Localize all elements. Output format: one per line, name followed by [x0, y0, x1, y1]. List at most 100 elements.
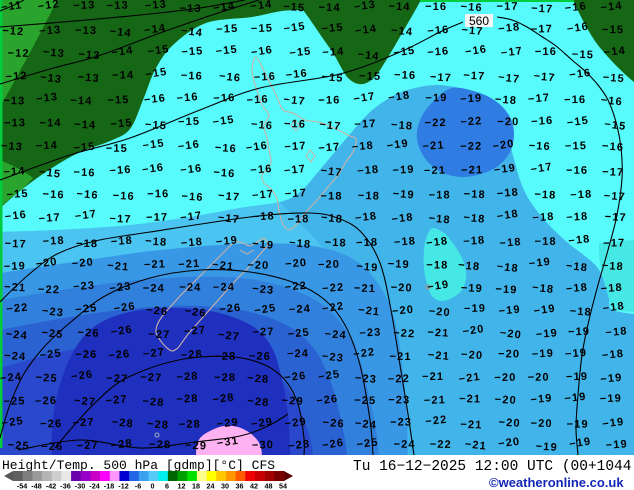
svg-text:−24: −24	[143, 283, 165, 295]
svg-text:−13: −13	[106, 0, 129, 12]
svg-text:−28: −28	[214, 351, 236, 363]
svg-text:−18: −18	[534, 189, 557, 202]
svg-text:−18: −18	[289, 237, 312, 251]
svg-text:−14: −14	[180, 25, 203, 40]
svg-text:−17: −17	[283, 163, 306, 177]
svg-text:−14: −14	[109, 26, 132, 40]
svg-text:−28: −28	[288, 438, 311, 453]
svg-text:−16: −16	[245, 140, 269, 155]
svg-text:−18: −18	[601, 348, 624, 362]
svg-text:−17: −17	[217, 212, 240, 226]
svg-text:−18: −18	[531, 282, 554, 296]
svg-text:−18: −18	[320, 190, 342, 202]
svg-text:−20: −20	[461, 349, 484, 362]
svg-text:−18: −18	[391, 211, 414, 226]
svg-text:−20: −20	[498, 348, 520, 360]
svg-text:−29: −29	[284, 416, 307, 430]
svg-text:−22: −22	[388, 373, 410, 386]
svg-text:−13: −13	[179, 3, 201, 15]
svg-text:−26: −26	[113, 300, 137, 315]
svg-text:−17: −17	[109, 213, 132, 226]
svg-text:−21: −21	[459, 393, 481, 405]
svg-text:−18: −18	[463, 188, 486, 201]
svg-text:−27: −27	[72, 416, 95, 429]
svg-text:−20: −20	[318, 258, 340, 271]
svg-text:−14: −14	[74, 119, 97, 132]
svg-text:−23: −23	[359, 326, 382, 339]
svg-text:−15: −15	[565, 140, 587, 153]
svg-text:−15: −15	[604, 118, 627, 132]
svg-text:−16: −16	[177, 138, 201, 153]
svg-text:−15: −15	[73, 141, 96, 155]
svg-text:−17: −17	[354, 118, 377, 131]
svg-text:−18: −18	[287, 213, 309, 226]
svg-text:−26: −26	[184, 305, 207, 320]
svg-text:−16: −16	[109, 164, 132, 177]
svg-text:−19: −19	[530, 392, 553, 406]
svg-text:−18: −18	[426, 235, 449, 250]
svg-text:−29: −29	[250, 416, 274, 431]
svg-text:−23: −23	[321, 351, 344, 365]
svg-text:−16: −16	[180, 162, 203, 176]
svg-text:−20: −20	[530, 418, 552, 430]
svg-text:−18: −18	[499, 236, 522, 250]
svg-text:−17: −17	[602, 166, 624, 179]
svg-text:−17: −17	[283, 94, 306, 108]
svg-text:−29: −29	[281, 395, 304, 408]
svg-text:−16: −16	[214, 142, 237, 155]
svg-text:−18: −18	[253, 210, 275, 223]
svg-text:−18: −18	[569, 305, 592, 318]
svg-text:−27: −27	[217, 329, 240, 343]
svg-text:−19: −19	[426, 279, 450, 294]
svg-text:-54: -54	[17, 482, 27, 490]
svg-text:−28: −28	[214, 372, 236, 384]
svg-text:−17: −17	[533, 70, 556, 84]
svg-text:−20: −20	[35, 256, 58, 271]
svg-text:−24: −24	[287, 348, 309, 361]
svg-text:−21: −21	[458, 371, 482, 386]
svg-text:18: 18	[192, 482, 200, 490]
svg-text:−26: −26	[35, 395, 58, 408]
svg-text:Height/Temp. 500 hPa [gdmp][°C: Height/Temp. 500 hPa [gdmp][°C] CFS	[2, 458, 275, 473]
svg-text:−17: −17	[500, 45, 523, 59]
svg-text:−15: −15	[107, 94, 130, 107]
svg-text:−17: −17	[319, 119, 342, 133]
svg-text:−26: −26	[146, 304, 169, 318]
svg-text:−18: −18	[458, 259, 481, 273]
svg-text:−22: −22	[393, 327, 416, 340]
svg-text:−20: −20	[285, 257, 308, 271]
svg-text:−16: −16	[218, 70, 241, 84]
svg-text:−15: −15	[393, 45, 417, 60]
svg-text:−26: −26	[321, 437, 345, 452]
svg-text:−15: −15	[142, 137, 166, 152]
svg-text:−27: −27	[142, 346, 165, 360]
svg-text:−18: −18	[496, 186, 519, 200]
svg-text:−14: −14	[354, 23, 378, 38]
svg-text:©weatheronline.co.uk: ©weatheronline.co.uk	[489, 475, 624, 490]
svg-text:−16: −16	[284, 118, 306, 131]
svg-text:−28: −28	[180, 348, 203, 361]
svg-text:−22: −22	[425, 117, 447, 129]
svg-text:−23: −23	[390, 416, 412, 428]
svg-text:−16: −16	[427, 24, 450, 38]
svg-text:−21: −21	[178, 258, 201, 271]
svg-text:−19: −19	[600, 372, 623, 386]
svg-text:−17: −17	[603, 237, 625, 249]
svg-text:−22: −22	[322, 282, 345, 296]
svg-text:−18: −18	[180, 236, 203, 250]
svg-text:−15: −15	[216, 23, 239, 36]
svg-text:−25: −25	[41, 327, 64, 341]
svg-text:−13: −13	[73, 0, 96, 12]
svg-text:−14: −14	[388, 1, 410, 14]
svg-text:−21: −21	[4, 281, 27, 294]
svg-text:−20: −20	[71, 256, 94, 270]
svg-text:6: 6	[165, 482, 169, 490]
svg-text:−21: −21	[144, 258, 167, 271]
svg-text:−15: −15	[178, 116, 200, 129]
svg-text:-48: -48	[31, 482, 41, 490]
svg-text:−19: −19	[568, 326, 590, 338]
svg-text:−20: −20	[392, 304, 415, 318]
svg-text:−13: −13	[35, 91, 58, 106]
svg-text:−19: −19	[535, 441, 558, 454]
svg-text:−23: −23	[41, 305, 64, 319]
